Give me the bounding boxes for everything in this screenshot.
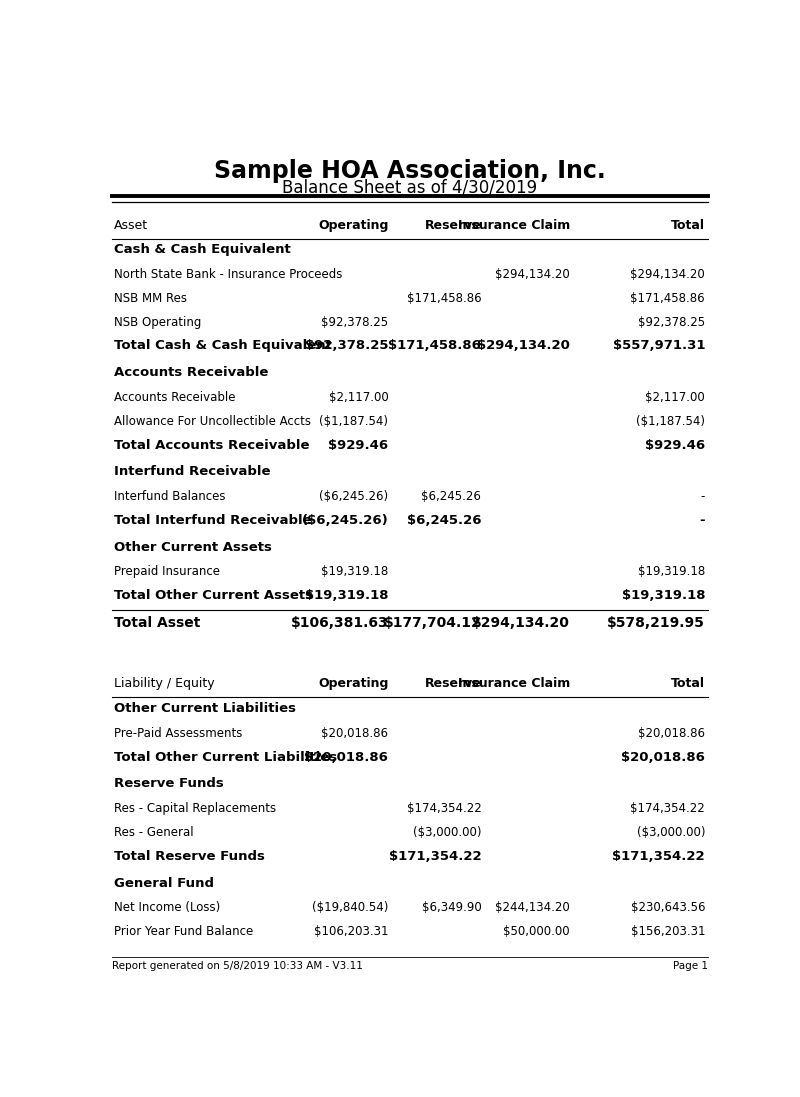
Text: Interfund Receivable: Interfund Receivable xyxy=(114,465,270,478)
Text: -: - xyxy=(699,513,705,527)
Text: ($1,187.54): ($1,187.54) xyxy=(319,415,388,428)
Text: $294,134.20: $294,134.20 xyxy=(477,339,570,352)
Text: $929.46: $929.46 xyxy=(328,439,388,452)
Text: $19,319.18: $19,319.18 xyxy=(622,589,705,602)
Text: $19,319.18: $19,319.18 xyxy=(638,565,705,578)
Text: $174,354.22: $174,354.22 xyxy=(406,802,482,815)
Text: $50,000.00: $50,000.00 xyxy=(503,925,570,938)
Text: $294,134.20: $294,134.20 xyxy=(472,617,570,630)
Text: $230,643.56: $230,643.56 xyxy=(630,902,705,915)
Text: $92,378.25: $92,378.25 xyxy=(638,316,705,329)
Text: Total Accounts Receivable: Total Accounts Receivable xyxy=(114,439,309,452)
Text: NSB Operating: NSB Operating xyxy=(114,316,201,329)
Text: ($19,840.54): ($19,840.54) xyxy=(312,902,388,915)
Text: Insurance Claim: Insurance Claim xyxy=(458,218,570,231)
Text: $177,704.12: $177,704.12 xyxy=(383,617,482,630)
Text: ($6,245.26): ($6,245.26) xyxy=(302,513,388,527)
Text: Operating: Operating xyxy=(318,677,388,690)
Text: $106,381.63: $106,381.63 xyxy=(290,617,388,630)
Text: $2,117.00: $2,117.00 xyxy=(329,391,388,404)
Text: ($6,245.26): ($6,245.26) xyxy=(319,490,388,504)
Text: North State Bank - Insurance Proceeds: North State Bank - Insurance Proceeds xyxy=(114,268,342,281)
Text: Total: Total xyxy=(671,218,705,231)
Text: Other Current Assets: Other Current Assets xyxy=(114,541,271,554)
Text: $6,245.26: $6,245.26 xyxy=(422,490,482,504)
Text: NSB MM Res: NSB MM Res xyxy=(114,292,186,305)
Text: Report generated on 5/8/2019 10:33 AM - V3.11: Report generated on 5/8/2019 10:33 AM - … xyxy=(112,961,363,971)
Text: Sample HOA Association, Inc.: Sample HOA Association, Inc. xyxy=(214,159,606,183)
Text: $156,203.31: $156,203.31 xyxy=(630,925,705,938)
Text: $294,134.20: $294,134.20 xyxy=(630,268,705,281)
Text: Net Income (Loss): Net Income (Loss) xyxy=(114,902,220,915)
Text: Insurance Claim: Insurance Claim xyxy=(458,677,570,690)
Text: Total: Total xyxy=(671,677,705,690)
Text: Page 1: Page 1 xyxy=(673,961,708,971)
Text: $929.46: $929.46 xyxy=(645,439,705,452)
Text: $20,018.86: $20,018.86 xyxy=(622,750,705,764)
Text: $171,354.22: $171,354.22 xyxy=(613,850,705,863)
Text: $557,971.31: $557,971.31 xyxy=(613,339,705,352)
Text: Prior Year Fund Balance: Prior Year Fund Balance xyxy=(114,925,253,938)
Text: Pre-Paid Assessments: Pre-Paid Assessments xyxy=(114,727,242,739)
Text: $92,378.25: $92,378.25 xyxy=(321,316,388,329)
Text: $19,319.18: $19,319.18 xyxy=(321,565,388,578)
Text: $294,134.20: $294,134.20 xyxy=(495,268,570,281)
Text: Res - Capital Replacements: Res - Capital Replacements xyxy=(114,802,276,815)
Text: $174,354.22: $174,354.22 xyxy=(630,802,705,815)
Text: Balance Sheet as of 4/30/2019: Balance Sheet as of 4/30/2019 xyxy=(282,179,538,197)
Text: $171,354.22: $171,354.22 xyxy=(389,850,482,863)
Text: Operating: Operating xyxy=(318,218,388,231)
Text: -: - xyxy=(701,490,705,504)
Text: Liability / Equity: Liability / Equity xyxy=(114,677,214,690)
Text: $244,134.20: $244,134.20 xyxy=(495,902,570,915)
Text: $106,203.31: $106,203.31 xyxy=(314,925,388,938)
Text: Cash & Cash Equivalent: Cash & Cash Equivalent xyxy=(114,244,290,256)
Text: ($3,000.00): ($3,000.00) xyxy=(413,826,482,839)
Text: Other Current Liabilities: Other Current Liabilities xyxy=(114,702,296,715)
Text: ($3,000.00): ($3,000.00) xyxy=(637,826,705,839)
Text: Total Other Current Assets: Total Other Current Assets xyxy=(114,589,313,602)
Text: $6,245.26: $6,245.26 xyxy=(407,513,482,527)
Text: $6,349.90: $6,349.90 xyxy=(422,902,482,915)
Text: Prepaid Insurance: Prepaid Insurance xyxy=(114,565,220,578)
Text: $92,378.25: $92,378.25 xyxy=(305,339,388,352)
Text: ($1,187.54): ($1,187.54) xyxy=(636,415,705,428)
Text: Interfund Balances: Interfund Balances xyxy=(114,490,225,504)
Text: General Fund: General Fund xyxy=(114,877,214,890)
Text: $2,117.00: $2,117.00 xyxy=(646,391,705,404)
Text: Allowance For Uncollectible Accts: Allowance For Uncollectible Accts xyxy=(114,415,310,428)
Text: Total Reserve Funds: Total Reserve Funds xyxy=(114,850,265,863)
Text: $171,458.86: $171,458.86 xyxy=(389,339,482,352)
Text: Accounts Receivable: Accounts Receivable xyxy=(114,391,235,404)
Text: Reserve: Reserve xyxy=(425,677,482,690)
Text: $171,458.86: $171,458.86 xyxy=(406,292,482,305)
Text: Total Asset: Total Asset xyxy=(114,617,200,630)
Text: Reserve Funds: Reserve Funds xyxy=(114,778,223,791)
Text: Reserve: Reserve xyxy=(425,218,482,231)
Text: Total Other Current Liabilities: Total Other Current Liabilities xyxy=(114,750,337,764)
Text: Asset: Asset xyxy=(114,218,148,231)
Text: $19,319.18: $19,319.18 xyxy=(305,589,388,602)
Text: $20,018.86: $20,018.86 xyxy=(322,727,388,739)
Text: $578,219.95: $578,219.95 xyxy=(607,617,705,630)
Text: $20,018.86: $20,018.86 xyxy=(305,750,388,764)
Text: Total Cash & Cash Equivalent: Total Cash & Cash Equivalent xyxy=(114,339,331,352)
Text: $20,018.86: $20,018.86 xyxy=(638,727,705,739)
Text: $171,458.86: $171,458.86 xyxy=(630,292,705,305)
Text: Accounts Receivable: Accounts Receivable xyxy=(114,366,268,380)
Text: Total Interfund Receivable: Total Interfund Receivable xyxy=(114,513,311,527)
Text: Res - General: Res - General xyxy=(114,826,194,839)
